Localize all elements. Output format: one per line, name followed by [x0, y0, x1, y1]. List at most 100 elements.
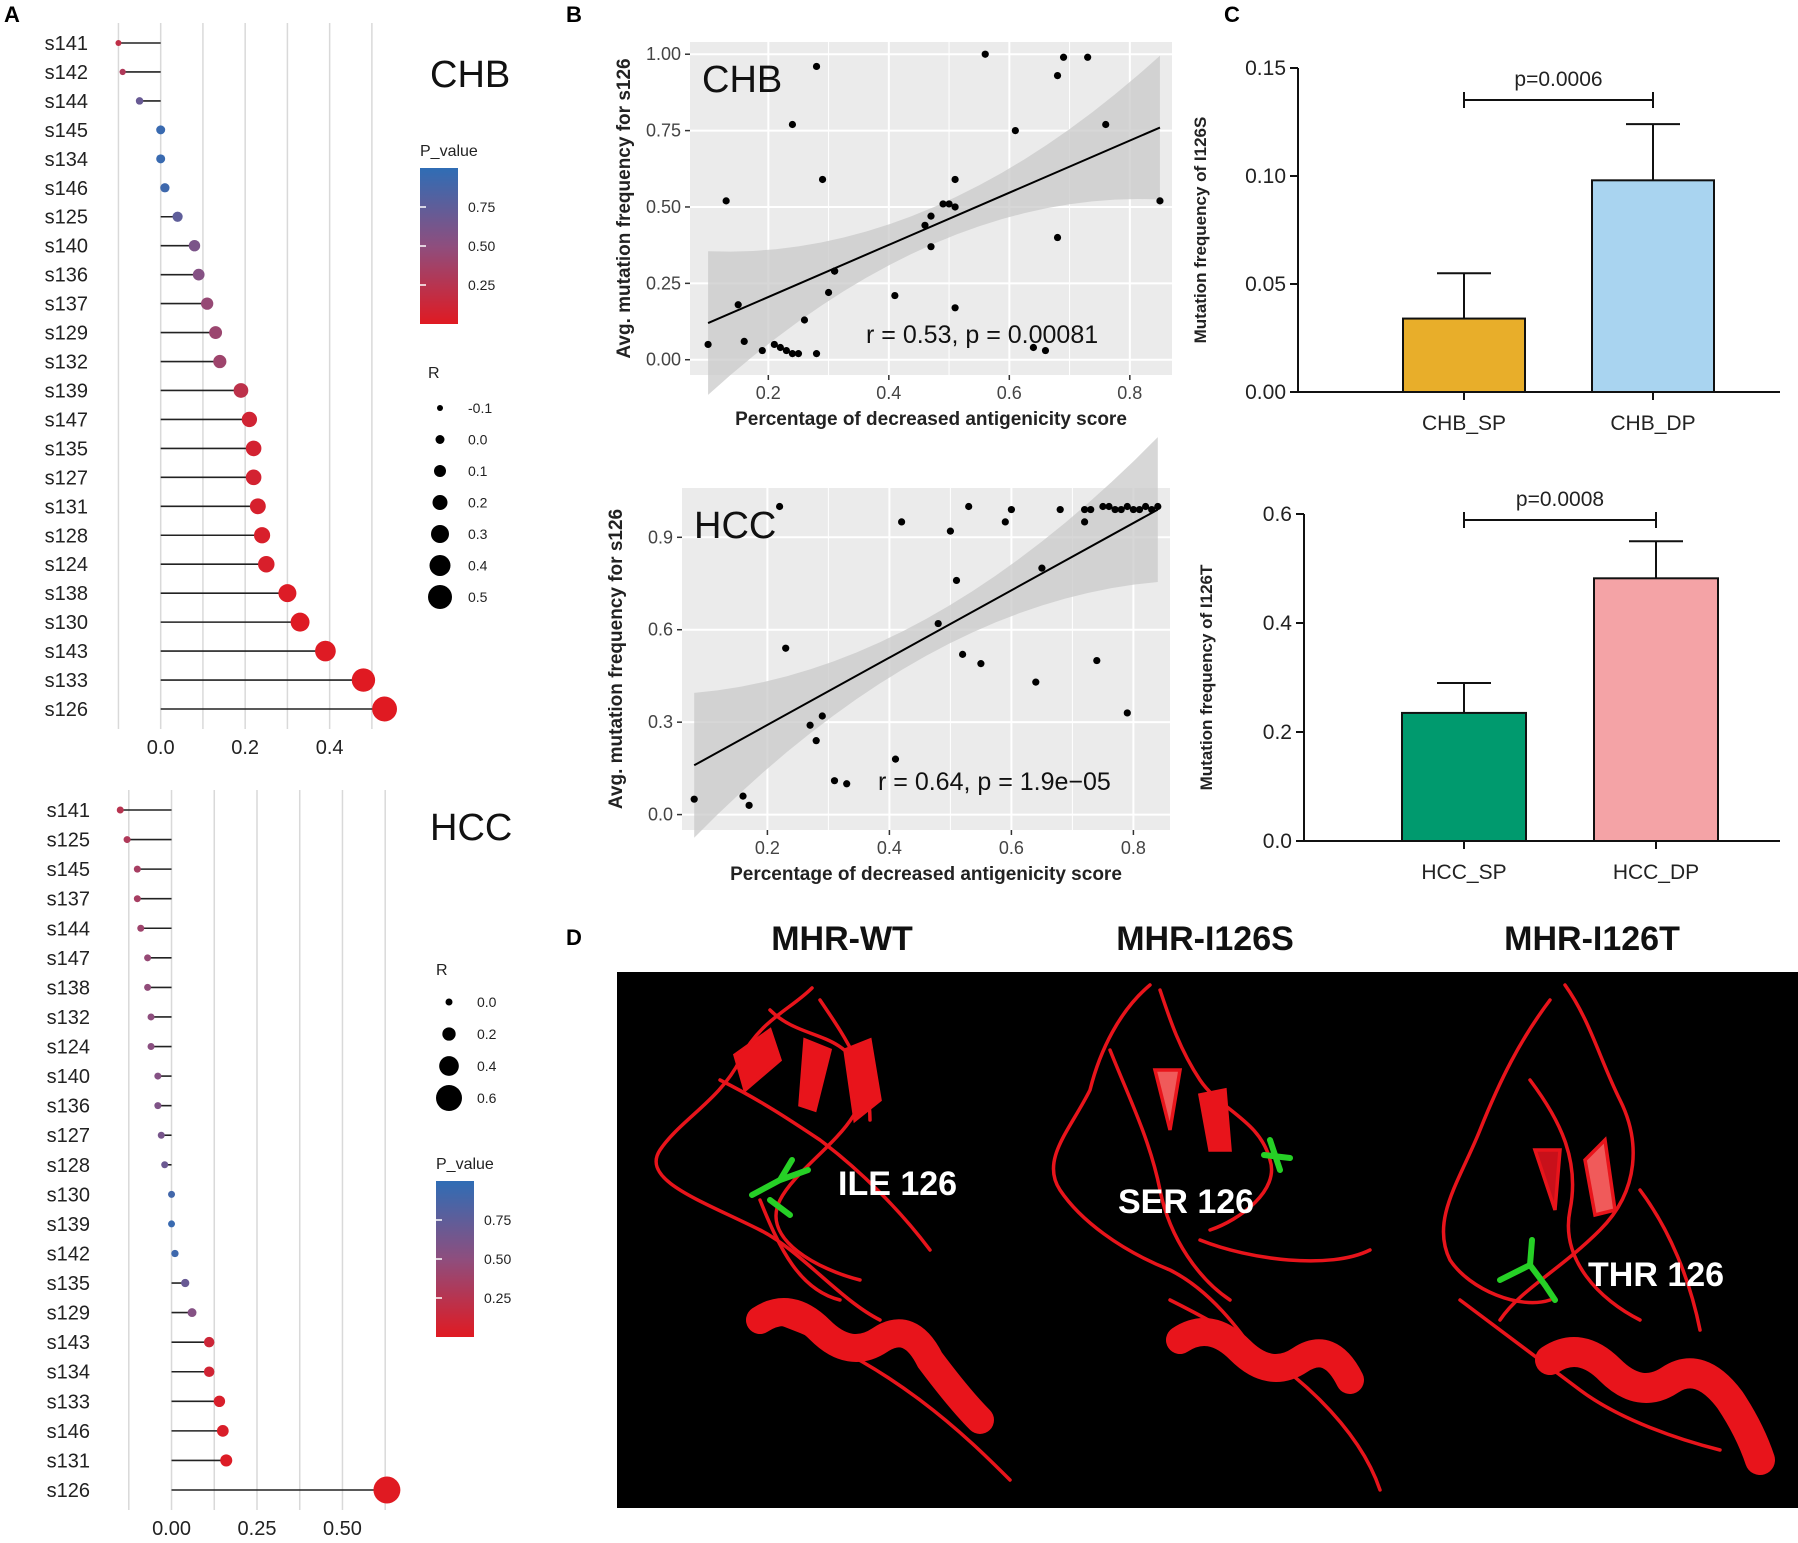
scatter-point [1081, 505, 1089, 514]
category-label: s124 [47, 1037, 90, 1059]
structure-title-i126s: MHR-I126S [1116, 920, 1294, 958]
r-legend-dot [442, 1027, 456, 1041]
residue-sticks-i126t [1497, 1237, 1558, 1303]
lollipop-point [220, 1454, 233, 1467]
lollipop-point [168, 1220, 176, 1228]
y-axis-label: Mutation frequency of I126S [1191, 117, 1210, 344]
bar-hcc: 0.0 0.2 0.4 0.6 HCC_SP HCC_DP p=0.0008 Mutation… [1197, 488, 1780, 884]
category-label: s133 [47, 1391, 90, 1413]
y-tick-label: 0.75 [646, 121, 681, 141]
r-legend-items: 0.0 0.2 0.4 0.6 [436, 994, 497, 1111]
x-tick-label: 0.6 [999, 838, 1024, 858]
lollipop-point [133, 895, 141, 903]
y-tick-label: 0.00 [646, 350, 681, 370]
scatter-point [1142, 502, 1150, 511]
scatter-title: HCC [694, 505, 776, 547]
y-tick-label: 0.10 [1245, 165, 1286, 188]
y-tick-label: 0.6 [1263, 503, 1292, 526]
scatter-point [843, 780, 851, 788]
scatter-point [722, 197, 730, 205]
y-tick-label: 0.00 [1245, 381, 1286, 404]
scatter-point [1123, 502, 1131, 511]
r-legend-chb: R -0.1 0.0 0.1 0.2 0.3 0.4 0.5 [428, 365, 492, 609]
scatter-point [776, 502, 784, 511]
scatter-point [1038, 564, 1046, 572]
x-tick-label: 0.0 [147, 737, 175, 759]
lollipop-point [115, 40, 122, 46]
category-label: s128 [45, 525, 88, 547]
category-label: s138 [45, 583, 88, 605]
y-tick-label: 0.05 [1245, 273, 1286, 296]
scatter-point [800, 316, 809, 324]
category-label: s142 [47, 1243, 90, 1265]
scatter-point [782, 644, 790, 652]
x-tick-label: 0.2 [755, 838, 780, 858]
scatter-point [830, 777, 839, 785]
y-tick-label: 0.15 [1245, 57, 1286, 80]
scatter-point [794, 350, 803, 358]
panel-letter-b: B [566, 2, 582, 27]
category-label: s146 [47, 1421, 90, 1443]
category-label: s124 [45, 554, 88, 576]
p-value-colorbar [420, 168, 458, 324]
scatter-point [704, 340, 712, 349]
lollipop-point [203, 1366, 215, 1377]
p-tick-label: 0.25 [484, 1290, 511, 1306]
scatter-point [1041, 346, 1050, 355]
y-tick-label: 0.0 [1263, 830, 1292, 853]
residue-label-i126t: THR 126 [1588, 1256, 1724, 1294]
scatter-point [945, 200, 953, 208]
scatter-point [951, 304, 959, 312]
scatter-point [788, 350, 797, 358]
lollipop-point [168, 1190, 176, 1198]
x-tick-label: 0.2 [231, 737, 259, 759]
category-label: s146 [45, 178, 88, 200]
lollipop-point [144, 983, 152, 991]
p-tick-label: 0.50 [468, 238, 495, 254]
category-label: s131 [45, 496, 88, 518]
category-label: s128 [47, 1155, 90, 1177]
scatter-point [934, 619, 942, 628]
x-tick-label: CHB_DP [1610, 412, 1695, 435]
category-label: s140 [47, 1066, 90, 1088]
bar-chb: 0.00 0.05 0.10 0.15 CHB_SP CHB_DP p=0.0006 Muta… [1191, 57, 1780, 435]
scatter-point [981, 50, 989, 58]
category-label: s127 [45, 467, 88, 489]
lollipop-point [135, 97, 144, 105]
category-label: s139 [47, 1214, 90, 1236]
lollipop-point [192, 268, 205, 281]
r-legend-label: 0.2 [468, 495, 488, 511]
scatter-point [1001, 518, 1009, 526]
x-axis-label: Percentage of decreased antigenicity sco… [730, 864, 1122, 885]
x-axis-label: Percentage of decreased antigenicity sco… [735, 409, 1127, 430]
scatter-point [977, 660, 985, 668]
lollipop-point [213, 354, 227, 369]
scatter-point [1053, 233, 1062, 242]
lollipop-point [154, 1102, 162, 1110]
scatter-point [1053, 72, 1062, 80]
scatter-point [1056, 505, 1064, 514]
scatter-point [788, 120, 797, 129]
structure-title-i126t: MHR-I126T [1504, 920, 1680, 958]
p-tick-label: 0.25 [468, 277, 495, 293]
x-tick-label: 0.2 [756, 383, 781, 403]
scatter-point [1148, 505, 1156, 514]
scatter-point [824, 288, 833, 297]
residue-label-wt: ILE 126 [838, 1165, 957, 1203]
r-legend-dot [445, 998, 453, 1006]
x-tick-label: 0.8 [1121, 838, 1146, 858]
p-tick-label: 0.75 [468, 199, 495, 215]
scatter-point [812, 737, 820, 745]
scatter-point [831, 267, 839, 275]
category-label: s136 [47, 1096, 90, 1118]
scatter-point [921, 221, 929, 229]
category-label: s142 [45, 62, 88, 84]
bar [1591, 179, 1715, 393]
category-label: s132 [45, 352, 88, 374]
scatter-point [952, 576, 961, 585]
scatter-point [782, 346, 791, 355]
category-label: s135 [45, 438, 88, 460]
scatter-point [965, 502, 973, 511]
protein-structure-wt [654, 986, 1012, 1482]
category-label: s137 [47, 889, 90, 911]
